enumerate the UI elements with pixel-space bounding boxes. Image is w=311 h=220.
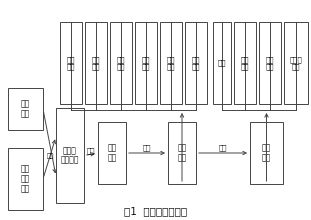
- Text: 实训
课程: 实训 课程: [167, 56, 175, 70]
- Bar: [56, 108, 84, 203]
- Bar: [213, 22, 231, 104]
- Bar: [135, 22, 157, 104]
- Bar: [259, 22, 281, 104]
- Text: 遴选: 遴选: [87, 147, 95, 154]
- Text: 翻转
课堂: 翻转 课堂: [142, 56, 150, 70]
- Text: 自主
学习: 自主 学习: [192, 56, 200, 70]
- Bar: [8, 88, 43, 130]
- Bar: [168, 122, 196, 184]
- Text: 项目
引领: 项目 引领: [67, 56, 75, 70]
- Text: 课堂
教学: 课堂 教学: [177, 144, 187, 162]
- Bar: [234, 22, 256, 104]
- Bar: [284, 22, 308, 104]
- Text: 评价: 评价: [219, 145, 227, 151]
- Text: 核心
知识: 核心 知识: [107, 144, 117, 162]
- Text: 构建: 构建: [47, 154, 54, 159]
- Text: 项目
成果: 项目 成果: [266, 56, 274, 70]
- Text: 答辩: 答辩: [218, 60, 226, 66]
- Text: 新形态
课程体系: 新形态 课程体系: [61, 146, 79, 165]
- Bar: [160, 22, 182, 104]
- Bar: [98, 122, 126, 184]
- Text: 企业
需求: 企业 需求: [21, 100, 30, 118]
- Text: 人才
培养
计划: 人才 培养 计划: [21, 165, 30, 193]
- Text: 图1  新形态课程体系: 图1 新形态课程体系: [124, 206, 187, 216]
- Text: 线上
课程: 线上 课程: [117, 56, 125, 70]
- Bar: [185, 22, 207, 104]
- Text: 设计
报告: 设计 报告: [241, 56, 249, 70]
- Text: 实施: 实施: [143, 145, 151, 151]
- Bar: [110, 22, 132, 104]
- Bar: [8, 148, 43, 210]
- Bar: [250, 122, 283, 184]
- Text: 课程
评价: 课程 评价: [262, 144, 271, 162]
- Text: 微课
视频: 微课 视频: [92, 56, 100, 70]
- Text: 过程性
考核: 过程性 考核: [290, 56, 302, 70]
- Bar: [60, 22, 82, 104]
- Bar: [85, 22, 107, 104]
